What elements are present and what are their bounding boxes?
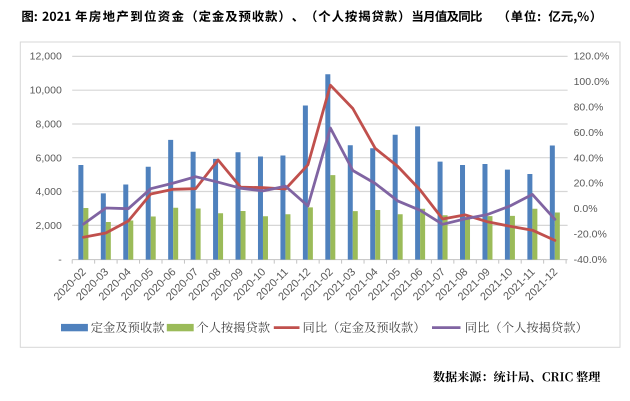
svg-text:120.0%: 120.0% xyxy=(574,51,610,63)
svg-text:12,000: 12,000 xyxy=(30,51,62,63)
svg-text:10,000: 10,000 xyxy=(30,85,62,97)
svg-text:-20.0%: -20.0% xyxy=(574,229,607,241)
svg-text:6,000: 6,000 xyxy=(36,152,62,164)
svg-text:100.0%: 100.0% xyxy=(574,76,610,88)
svg-text:2,000: 2,000 xyxy=(36,220,62,232)
svg-text:80.0%: 80.0% xyxy=(574,101,604,113)
svg-text:8,000: 8,000 xyxy=(36,118,62,130)
svg-text:0.0%: 0.0% xyxy=(574,203,598,215)
svg-text:-40.0%: -40.0% xyxy=(574,254,607,266)
svg-text:-: - xyxy=(58,254,62,266)
svg-text:60.0%: 60.0% xyxy=(574,127,604,139)
svg-text:40.0%: 40.0% xyxy=(574,152,604,164)
svg-text:20.0%: 20.0% xyxy=(574,178,604,190)
svg-text:4,000: 4,000 xyxy=(36,186,62,198)
